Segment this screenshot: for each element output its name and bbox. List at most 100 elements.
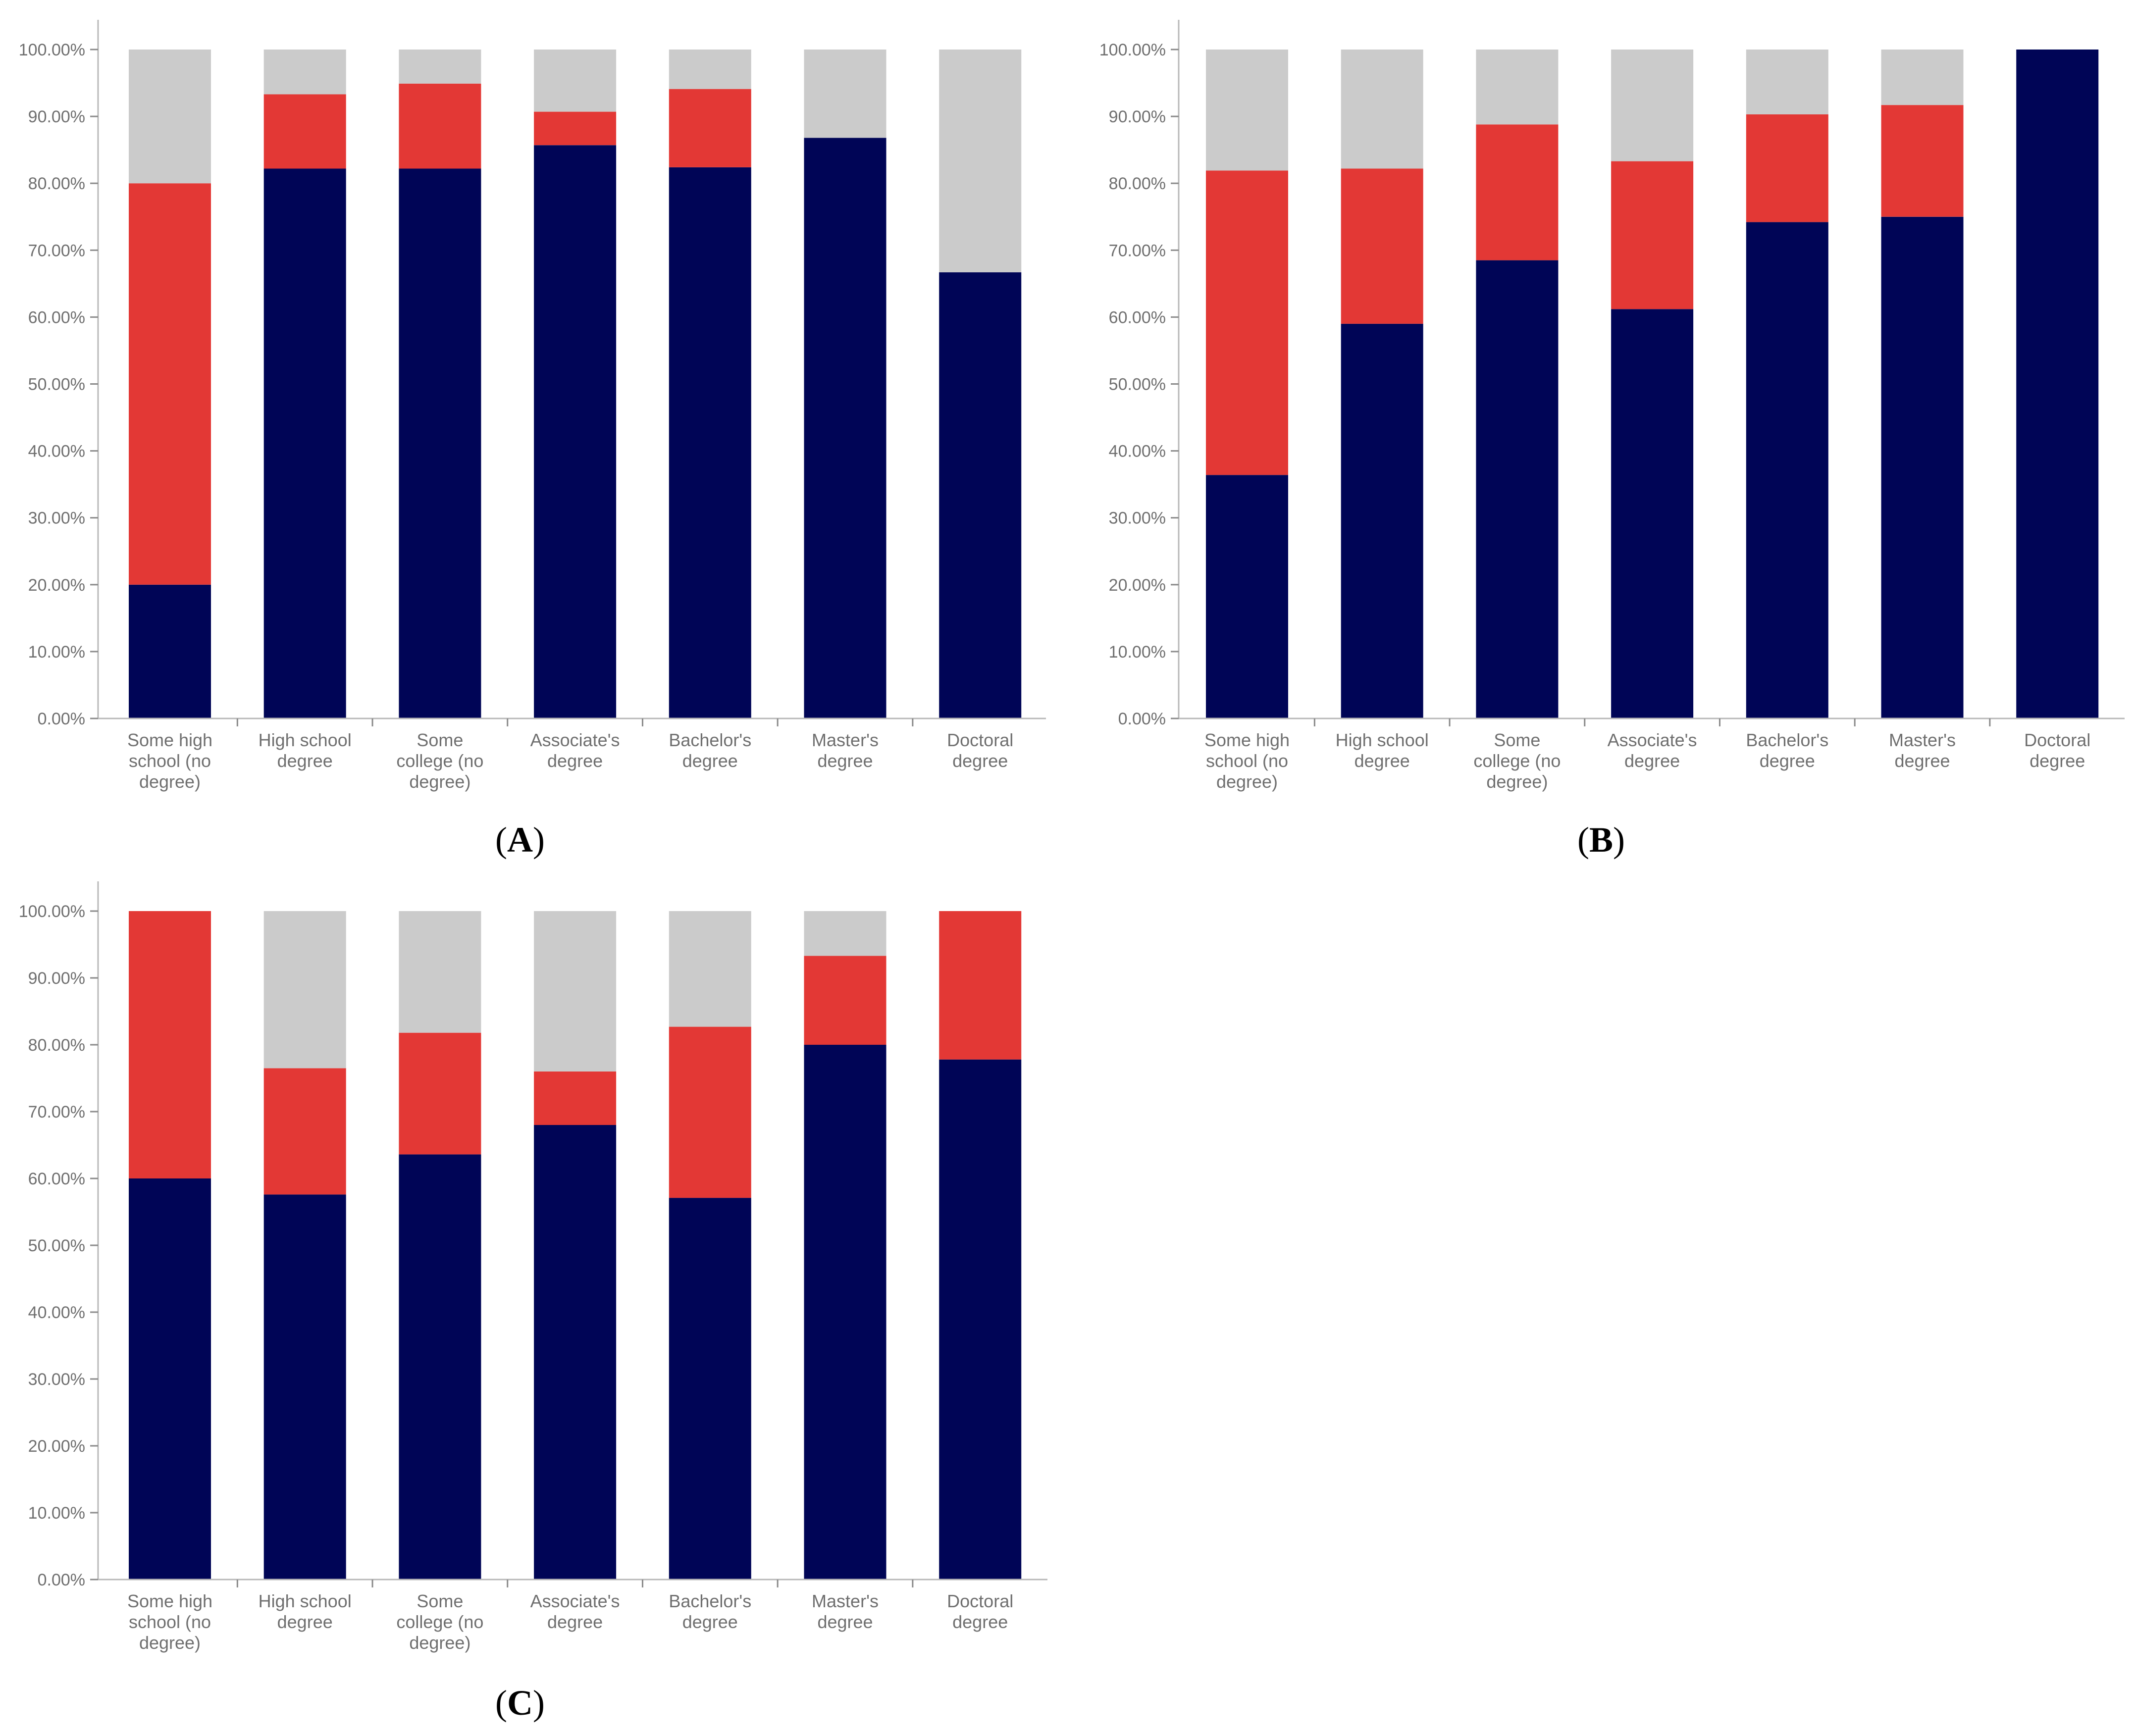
bar-segment <box>669 911 751 1027</box>
y-tick-label: 10.00% <box>28 1504 85 1523</box>
x-category-label-line: Associate's <box>530 1591 620 1611</box>
x-category-label-line: degree) <box>409 771 470 792</box>
x-category-label: Master's degree <box>812 730 879 771</box>
y-tick-label: 100.00% <box>19 41 85 59</box>
bar-segment <box>669 1026 751 1198</box>
x-category-label-line: Doctoral <box>2024 730 2090 750</box>
x-category-label-line: Some <box>1494 730 1540 750</box>
y-tick-label: 10.00% <box>28 643 85 662</box>
y-tick-label: 20.00% <box>1109 576 1166 595</box>
y-tick-label: 0.00% <box>38 710 85 728</box>
y-tick-label: 80.00% <box>28 1036 85 1055</box>
x-category-label: High school degree <box>1336 730 1429 771</box>
x-category-label-line: Some <box>417 1591 463 1611</box>
bar-segment <box>1341 323 1423 718</box>
bar-segment <box>669 1198 751 1580</box>
x-category-label-line: Associate's <box>1608 730 1697 750</box>
bar-segment <box>534 1125 617 1580</box>
x-category-label: High school degree <box>259 730 352 771</box>
x-category-label: Some college (no degree) <box>1473 730 1561 792</box>
x-category-label-line: degree <box>1355 751 1410 771</box>
bar-segment <box>804 50 886 138</box>
panel-label: (A) <box>495 820 545 860</box>
chart-panel-c: 0.00% 10.00% 20.00% 30.00% 40.00% 50.00% 60.00… <box>19 881 1047 1723</box>
panel-label-open-paren: ( <box>495 820 507 860</box>
x-category-label: Bachelor's degree <box>669 730 751 771</box>
x-category-label: Bachelor's degree <box>1746 730 1828 771</box>
bar-segment <box>1746 222 1828 719</box>
x-category-label-line: Master's <box>1889 730 1956 750</box>
bar-segment <box>399 1154 481 1580</box>
bar-segment <box>669 167 751 718</box>
bar-segment <box>939 272 1022 718</box>
panel-label-letter: A <box>507 820 533 860</box>
panel-label-open-paren: ( <box>495 1683 507 1723</box>
x-category-label: Doctoral degree <box>2024 730 2090 771</box>
x-category-label: Some college (no degree) <box>396 730 483 792</box>
y-tick-label: 60.00% <box>28 1170 85 1188</box>
x-category-label-line: Associate's <box>530 730 620 750</box>
bar-segment <box>669 50 751 89</box>
bar-segment <box>1206 50 1288 171</box>
chart-panel-b: 0.00% 10.00% 20.00% 30.00% 40.00% 50.00% 60.00… <box>1099 20 2125 860</box>
bar-segment <box>534 111 617 146</box>
x-category-label-line: Master's <box>812 730 879 750</box>
bar-segment <box>1476 260 1559 718</box>
y-tick-label: 30.00% <box>1109 509 1166 528</box>
x-category-label-line: degree <box>1760 751 1815 771</box>
bar-segment <box>804 1045 886 1580</box>
bar-segment <box>1881 216 1964 719</box>
x-category-label: Some college (no degree) <box>396 1591 483 1653</box>
x-category-label-line: Some <box>417 730 463 750</box>
panel-label-close-paren: ) <box>533 1683 545 1723</box>
y-tick-label: 60.00% <box>28 308 85 327</box>
x-category-label-line: school (no <box>129 751 211 771</box>
bar-segment <box>804 138 886 718</box>
y-tick-label: 80.00% <box>1109 174 1166 193</box>
bar-segment <box>1746 114 1828 222</box>
x-category-label-line: High school <box>259 730 352 750</box>
bar-segment <box>1611 161 1694 309</box>
x-category-label: Bachelor's degree <box>669 1591 751 1632</box>
x-category-label-line: degree) <box>1216 771 1278 792</box>
bar-segment <box>939 1059 1022 1580</box>
bar-segment <box>1341 50 1423 169</box>
x-category-label-line: degree <box>1624 751 1680 771</box>
y-tick-label: 40.00% <box>28 1303 85 1322</box>
y-tick-label: 60.00% <box>1109 308 1166 327</box>
y-tick-label: 0.00% <box>1118 710 1166 728</box>
x-category-label-line: Some high <box>127 730 212 750</box>
chart-panel-a: 0.00% 10.00% 20.00% 30.00% 40.00% 50.00% 60.00… <box>19 20 1046 860</box>
x-category-label: Associate's degree <box>530 730 620 771</box>
y-tick-label: 40.00% <box>28 442 85 461</box>
bar-segment <box>1746 50 1828 114</box>
bar-segment <box>1476 50 1559 125</box>
panel-label-letter: B <box>1589 820 1613 860</box>
x-category-label-line: Doctoral <box>947 1591 1013 1611</box>
x-category-label-line: Bachelor's <box>1746 730 1828 750</box>
y-tick-label: 30.00% <box>28 509 85 528</box>
y-tick-label: 80.00% <box>28 174 85 193</box>
bar-segment <box>129 183 211 585</box>
x-category-label-line: degree) <box>139 771 201 792</box>
x-category-label-line: degree <box>547 1612 603 1632</box>
bar-segment <box>263 50 346 95</box>
y-tick-label: 70.00% <box>1109 241 1166 260</box>
bar-segment <box>399 50 481 84</box>
panel-label-letter: C <box>507 1683 533 1723</box>
y-tick-label: 40.00% <box>1109 442 1166 461</box>
x-category-label: Doctoral degree <box>947 730 1013 771</box>
bar-segment <box>804 956 886 1045</box>
x-category-label-line: degree <box>277 1612 333 1632</box>
panel-label-close-paren: ) <box>1613 820 1625 860</box>
x-category-label-line: degree) <box>1486 771 1548 792</box>
x-category-label-line: school (no <box>129 1612 211 1632</box>
x-category-label: Some high school (no degree) <box>1204 730 1290 792</box>
y-tick-label: 30.00% <box>28 1370 85 1389</box>
bar-segment <box>1611 50 1694 161</box>
bar-segment <box>2016 50 2099 718</box>
x-category-label-line: Bachelor's <box>669 1591 751 1611</box>
x-category-label-line: degree <box>817 751 873 771</box>
y-tick-label: 50.00% <box>28 375 85 394</box>
bar-segment <box>399 911 481 1033</box>
